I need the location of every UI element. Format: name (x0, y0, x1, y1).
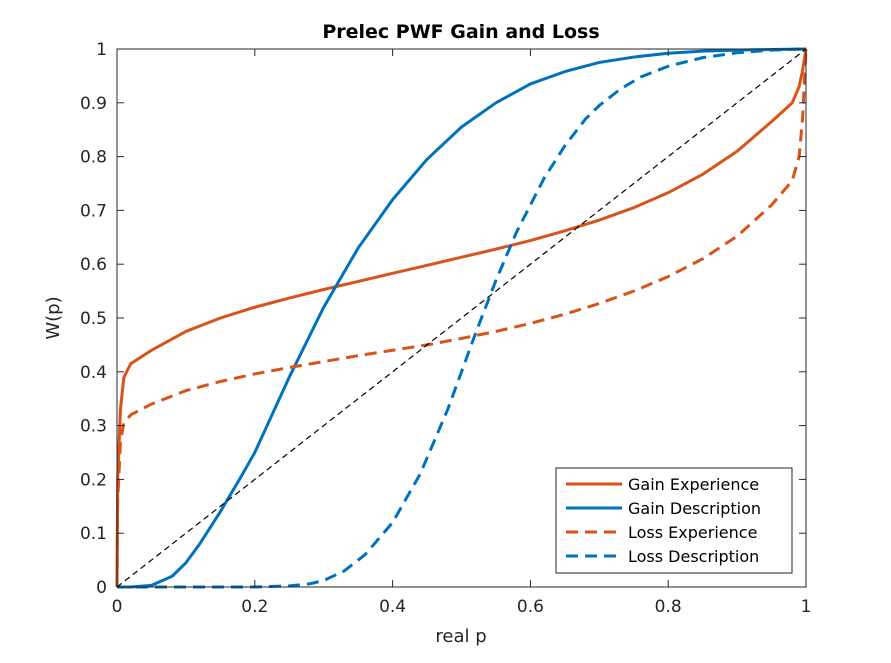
legend: Gain Experience Gain Description Loss Expe… (555, 467, 793, 574)
y-tick-label: 0.5 (80, 309, 107, 329)
y-tick-label: 0.8 (80, 148, 107, 168)
x-tick-label: 0.8 (655, 597, 682, 617)
reference-diagonal-line (116, 48, 807, 588)
legend-label: Gain Experience (628, 475, 759, 494)
y-tick-label: 0 (96, 578, 107, 598)
series-line-gain-experience (115, 48, 808, 588)
y-tick-label: 0.2 (80, 470, 107, 490)
x-tick-label: 0.6 (517, 597, 544, 617)
chart-title: Prelec PWF Gain and Loss (322, 21, 599, 43)
x-tick-label: 0 (112, 597, 123, 617)
series-line-loss-experience (115, 48, 808, 588)
x-axis-label: real p (435, 626, 486, 647)
axes: 0 0.2 0.4 0.6 0.8 1 0 0.1 0.2 0.3 0.4 0.5 0.6 0.7 0.8 0… (80, 40, 811, 617)
y-tick-label: 0.1 (80, 524, 107, 544)
x-tick-label: 0.2 (241, 597, 268, 617)
x-tick-label: 0.4 (379, 597, 406, 617)
y-tick-label: 0.6 (80, 255, 107, 275)
series-line-loss-description (117, 47, 807, 589)
legend-label: Loss Experience (628, 523, 757, 542)
y-tick-label: 0.9 (80, 94, 107, 114)
legend-label: Loss Description (628, 547, 759, 566)
y-axis-label: W(p) (43, 296, 64, 339)
y-tick-label: 0.4 (80, 363, 107, 383)
y-tick-label: 0.3 (80, 417, 107, 437)
y-tick-label: 0.7 (80, 201, 107, 221)
y-tick-label: 1 (96, 40, 107, 60)
x-tick-label: 1 (801, 597, 812, 617)
legend-label: Gain Description (628, 499, 761, 518)
